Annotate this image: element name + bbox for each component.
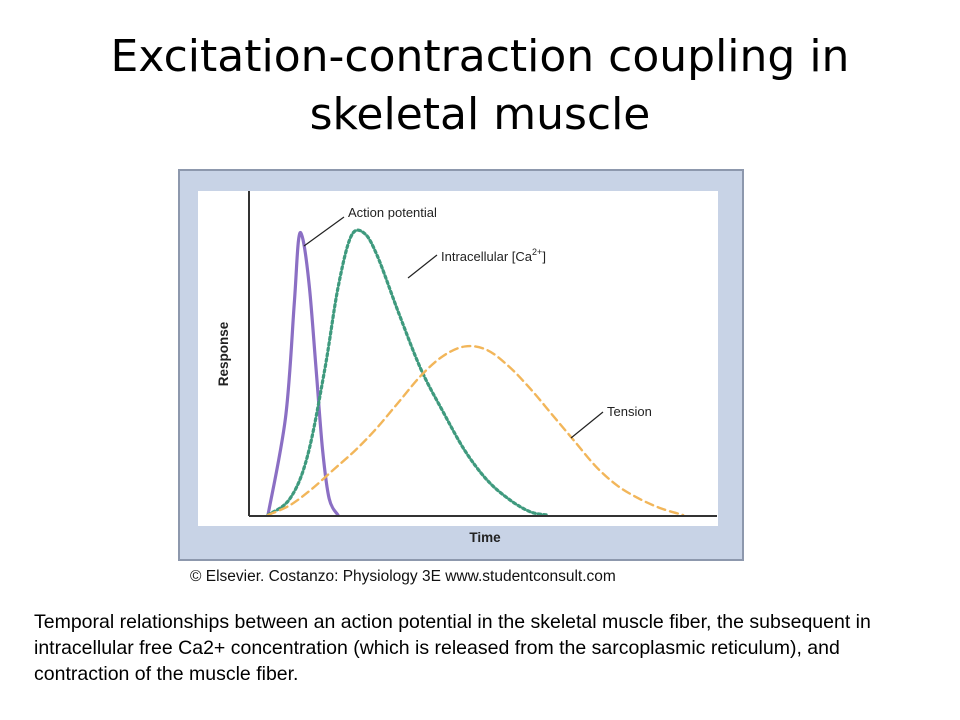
annotation-calcium: Intracellular [Ca2+]	[441, 247, 546, 264]
figure-credit: © Elsevier. Costanzo: Physiology 3E www.…	[190, 568, 616, 585]
action-potential-leader	[303, 216, 345, 247]
annotation-action-potential: Action potential	[348, 205, 437, 220]
annotation-calcium-text: Intracellular [Ca	[441, 249, 533, 264]
calcium-leader	[407, 254, 438, 279]
tension-leader	[570, 411, 604, 439]
series-layer	[266, 228, 685, 517]
plot-background	[198, 191, 718, 526]
slide-title-line2: skeletal muscle	[309, 89, 651, 140]
series-intracellular-calcium	[266, 228, 550, 517]
annotation-calcium-superscript: 2+	[532, 247, 542, 257]
y-axis-label: Response	[216, 321, 231, 386]
figure-frame: Response Time Action potential Intracell…	[178, 169, 744, 561]
slide-caption: Temporal relationships between an action…	[34, 611, 871, 685]
x-axis-label: Time	[469, 530, 501, 545]
series-tension	[266, 344, 685, 517]
response-time-chart: Response Time Action potential Intracell…	[198, 191, 718, 545]
slide-title: Excitation-contraction coupling in skele…	[60, 28, 900, 144]
annotation-calcium-close: ]	[542, 249, 546, 264]
slide-title-line1: Excitation-contraction coupling in	[110, 31, 850, 82]
series-action-potential	[266, 230, 340, 517]
annotation-tension: Tension	[607, 404, 652, 419]
